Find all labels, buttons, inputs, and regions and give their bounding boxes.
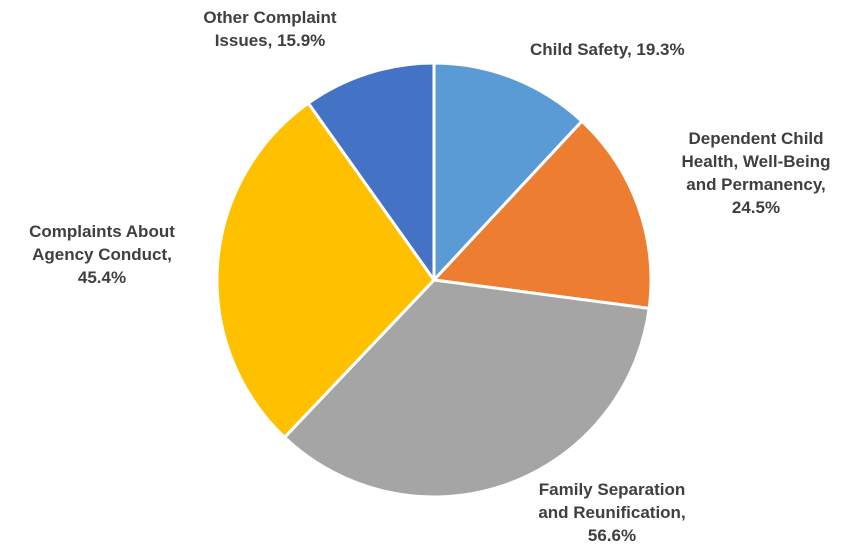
data-label-line: Other Complaint (203, 8, 337, 27)
data-label-line: 45.4% (77, 268, 127, 287)
pie-slice-dependent-child-health-well-being-and-permanency (432, 119, 653, 310)
data-label-dependent-child: Dependent Child Health, Well-Being and P… (664, 127, 848, 219)
data-label-other-complaint: Other Complaint Issues, 15.9% (178, 6, 362, 52)
data-label-line: and Reunification, (538, 503, 686, 522)
data-label-line: Complaints About (29, 222, 175, 241)
pie-slice-family-separation-and-reunification (283, 278, 651, 499)
data-label-family-separation: Family Separation and Reunification, 56.… (512, 478, 712, 547)
data-label-line: Child Safety, 19.3% (530, 40, 685, 59)
data-label-agency-conduct: Complaints About Agency Conduct, 45.4% (4, 220, 200, 289)
pie-slice-other-complaint-issues (306, 61, 436, 282)
data-label-line: 24.5% (731, 198, 781, 217)
data-label-line: and Permanency, (686, 175, 826, 194)
pie-slices (215, 61, 653, 499)
pie-slice-complaints-about-agency-conduct (215, 101, 436, 439)
data-label-line: Agency Conduct, (32, 245, 172, 264)
pie-slice-child-safety (432, 61, 584, 282)
data-label-line: Health, Well-Being (681, 152, 831, 171)
data-label-line: Dependent Child (688, 129, 824, 148)
data-label-line: Family Separation (538, 480, 686, 499)
data-label-line: 56.6% (587, 526, 637, 545)
data-label-child-safety: Child Safety, 19.3% (530, 38, 685, 61)
data-label-line: Issues, 15.9% (214, 31, 326, 50)
